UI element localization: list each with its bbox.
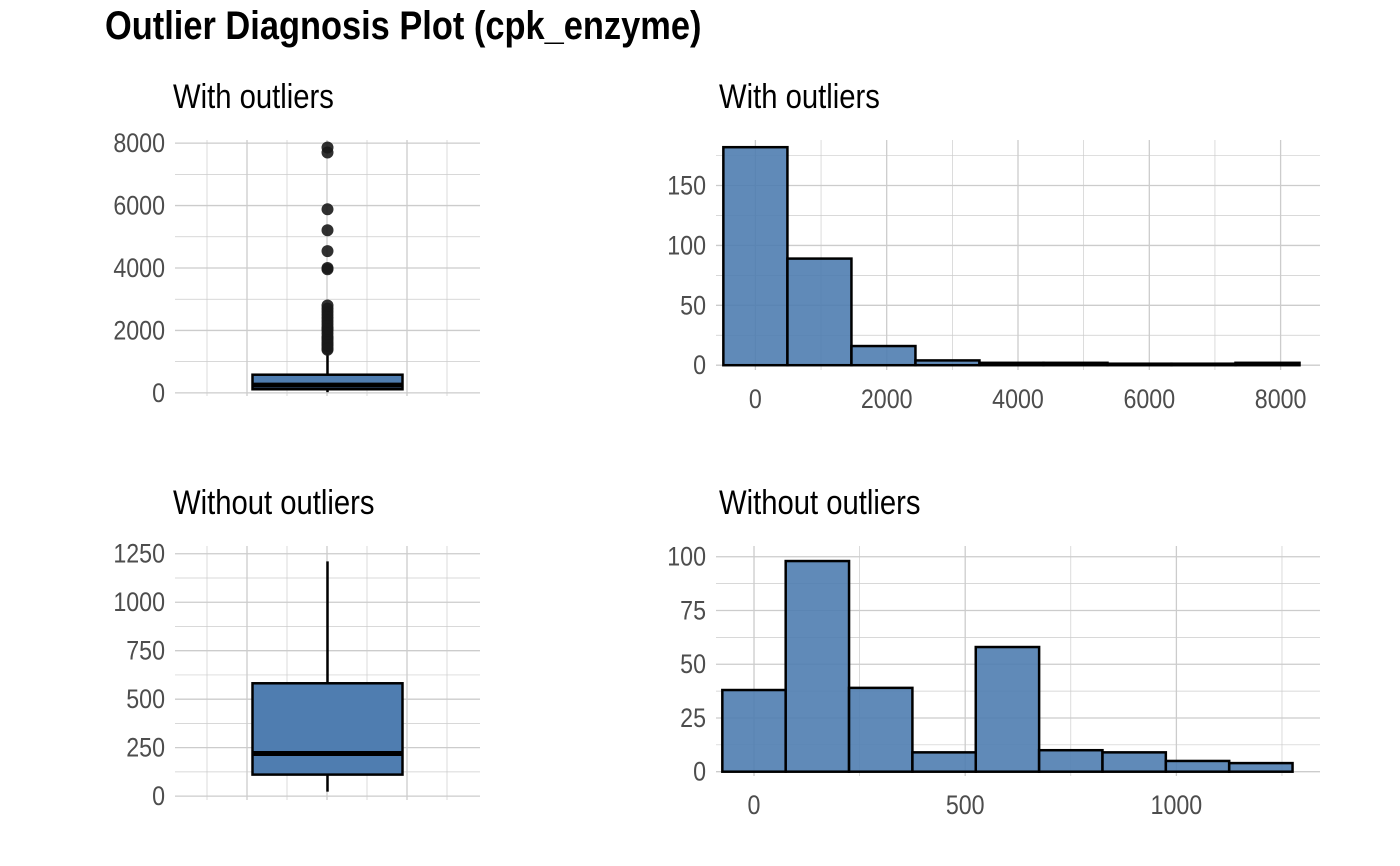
histogram-bar (722, 145, 789, 367)
y-tick-label: 25 (680, 703, 706, 733)
y-tick-label: 50 (680, 291, 706, 321)
y-tick-label: 500 (126, 685, 165, 715)
y-tick-label: 0 (152, 378, 165, 408)
y-tick-label: 0 (693, 351, 706, 381)
boxplot-panel-0: 0 2000 4000 6000 8000 (113, 129, 480, 408)
panel-title-histogram-with: With outliers (719, 78, 880, 116)
histogram-bar (1164, 759, 1231, 773)
histogram-bar (911, 751, 978, 773)
y-tick-label: 250 (126, 733, 165, 763)
y-tick-label: 50 (680, 650, 706, 680)
histogram-bar (974, 645, 1041, 773)
histogram-bar (1234, 361, 1301, 367)
outlier-point (321, 224, 334, 237)
outlier-point (321, 203, 334, 216)
outlier-point (321, 262, 334, 274)
panel-title-histogram-without: Without outliers (719, 484, 921, 522)
y-tick-label: 100 (667, 542, 706, 572)
panel-title-boxplot-with: With outliers (173, 78, 334, 116)
y-tick-label: 750 (126, 636, 165, 666)
x-tick-label: 4000 (992, 384, 1044, 414)
y-tick-label: 75 (680, 596, 706, 626)
histogram-bar (1101, 751, 1168, 773)
panel-title-boxplot-without: Without outliers (173, 484, 375, 522)
histogram-bar (1227, 761, 1294, 773)
histogram-bar (1106, 362, 1173, 367)
y-tick-label: 6000 (113, 191, 165, 221)
y-tick-label: 100 (667, 231, 706, 261)
histogram-bar (784, 559, 851, 773)
outlier-point (321, 141, 334, 154)
histogram-panel-1: 0 50 100 150 0 2000 4000 6000 8000 (667, 140, 1320, 414)
x-tick-label: 500 (946, 790, 985, 820)
x-tick-label: 0 (749, 384, 762, 414)
histogram-bar (786, 257, 853, 367)
y-tick-label: 1250 (113, 539, 165, 569)
boxplot-panel-2: 0 250 500 750 1000 1250 (113, 539, 480, 812)
histogram-bar (850, 344, 917, 367)
y-tick-label: 4000 (113, 253, 165, 283)
outlier-point (321, 245, 334, 258)
y-tick-label: 150 (667, 171, 706, 201)
histogram-bar (1170, 362, 1237, 367)
y-tick-label: 0 (693, 757, 706, 787)
histogram-bar (978, 361, 1045, 367)
x-tick-label: 0 (748, 790, 761, 820)
y-tick-label: 2000 (113, 316, 165, 346)
x-tick-label: 8000 (1255, 384, 1307, 414)
x-tick-label: 6000 (1123, 384, 1175, 414)
chart-title: Outlier Diagnosis Plot (cpk_enzyme) (105, 4, 702, 48)
outlier-point (321, 299, 334, 312)
histogram-bar (721, 688, 787, 773)
histogram-bar (1037, 748, 1104, 773)
x-tick-label: 2000 (861, 384, 913, 414)
box-iqr (251, 682, 404, 776)
y-tick-label: 1000 (113, 588, 165, 618)
x-tick-label: 1000 (1151, 790, 1203, 820)
histogram-bar (914, 359, 981, 367)
y-tick-label: 8000 (113, 129, 165, 159)
y-tick-label: 0 (152, 782, 165, 812)
histogram-bar (1042, 361, 1109, 367)
histogram-bar (847, 686, 914, 773)
